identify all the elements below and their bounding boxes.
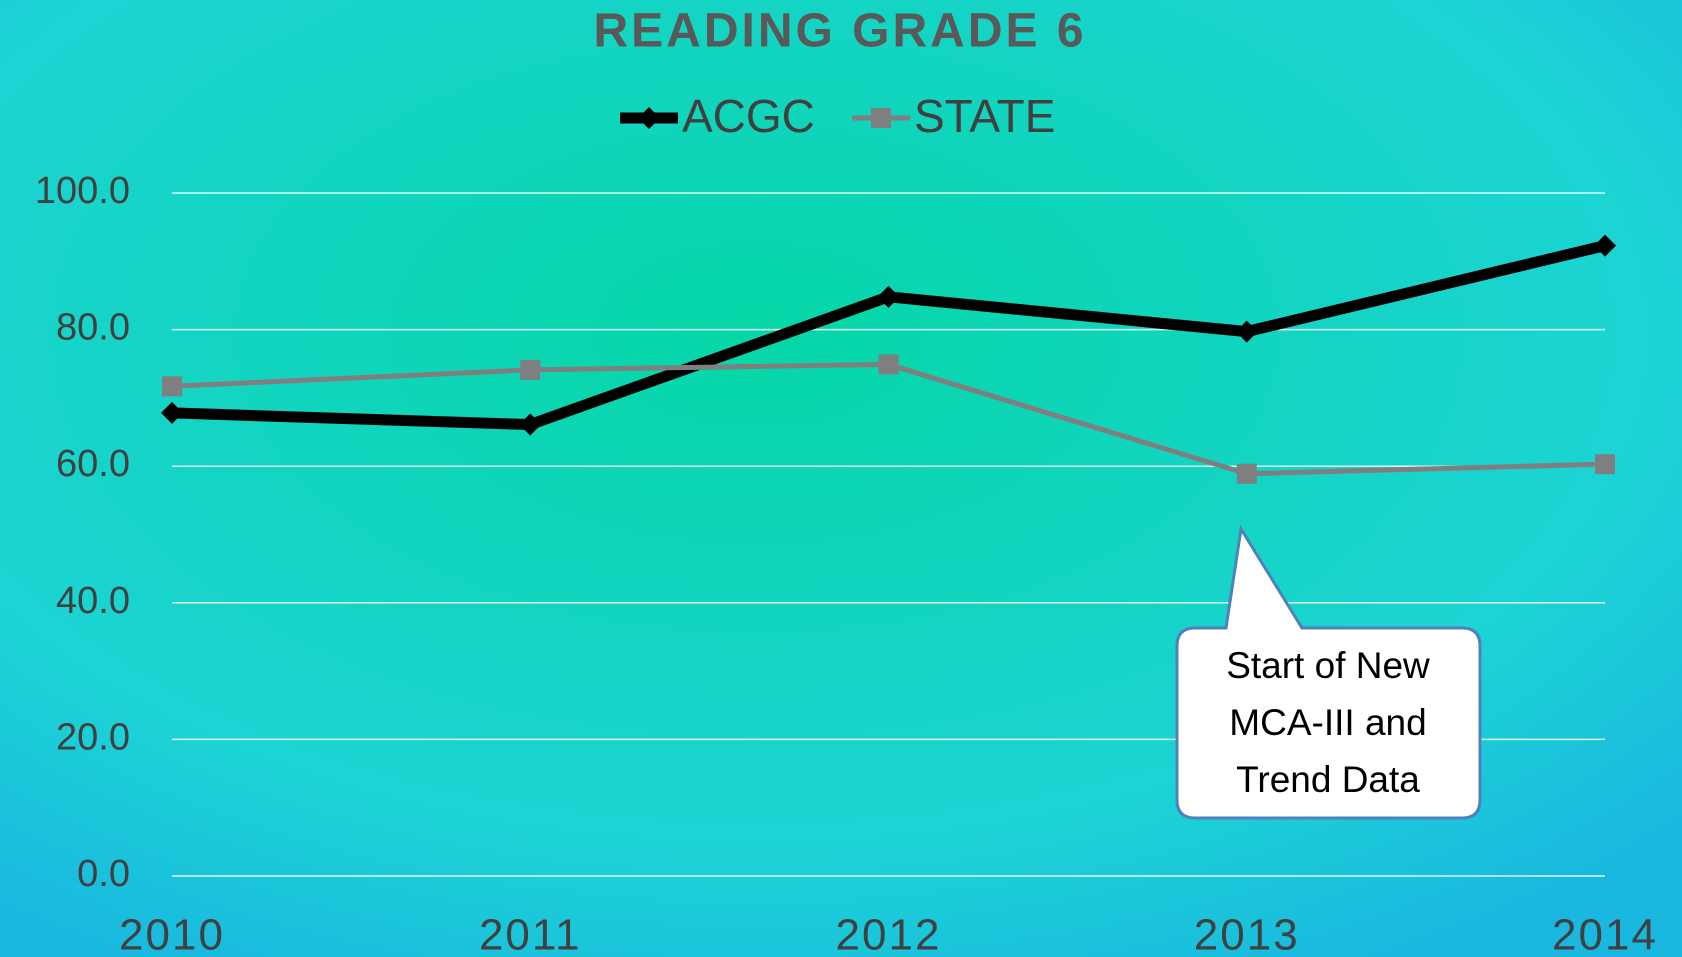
- legend-marker: [638, 107, 660, 129]
- y-tick-label: 40.0: [56, 580, 130, 622]
- y-tick-label: 100.0: [35, 170, 130, 212]
- x-tick-label: 2013: [1194, 911, 1300, 957]
- x-tick-label: 2012: [836, 911, 942, 957]
- legend-label: STATE: [914, 90, 1055, 142]
- point: [1236, 463, 1257, 484]
- legend-marker: [871, 108, 891, 128]
- legend-label: ACGC: [682, 90, 815, 142]
- callout: Start of New MCA-III and Trend Data: [1175, 524, 1482, 820]
- x-tick-label: 2010: [119, 911, 225, 957]
- point: [877, 285, 900, 308]
- annotation-text: Trend Data: [1236, 759, 1420, 800]
- callout-box: [1175, 524, 1482, 820]
- point: [520, 359, 541, 380]
- point: [162, 376, 182, 397]
- y-tick-label: 80.0: [56, 307, 130, 349]
- x-tick-label: 2014: [1552, 911, 1658, 957]
- point: [1594, 234, 1616, 257]
- point: [878, 354, 899, 375]
- point: [519, 413, 542, 436]
- chart-title: READING GRADE 6: [593, 5, 1086, 58]
- y-tick-label: 20.0: [56, 716, 130, 758]
- point: [1595, 454, 1615, 475]
- annotation-text: Start of New: [1226, 645, 1430, 686]
- point: [161, 401, 183, 424]
- y-tick-label: 0.0: [77, 853, 130, 895]
- point: [1235, 320, 1258, 343]
- annotation-text: MCA-III and: [1229, 702, 1426, 743]
- y-tick-label: 60.0: [56, 443, 130, 485]
- x-tick-label: 2011: [479, 911, 582, 957]
